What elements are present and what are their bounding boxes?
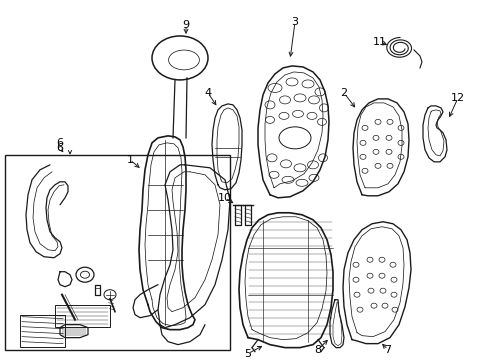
Bar [20,315,65,347]
Text: 6: 6 [57,143,63,153]
Text: 3: 3 [291,17,298,27]
Bar [55,305,110,327]
Text: 10: 10 [218,193,231,203]
Text: 11: 11 [372,37,386,47]
Text: 2: 2 [340,88,347,98]
Text: 1: 1 [126,155,133,165]
Text: 6: 6 [57,138,63,148]
Text: 9: 9 [182,20,189,30]
Text: 12: 12 [450,93,464,103]
Text: 4: 4 [204,88,211,98]
Text: 7: 7 [384,345,391,355]
Text: 8: 8 [314,345,321,355]
Bar [5,155,229,350]
Text: 5: 5 [244,348,251,359]
